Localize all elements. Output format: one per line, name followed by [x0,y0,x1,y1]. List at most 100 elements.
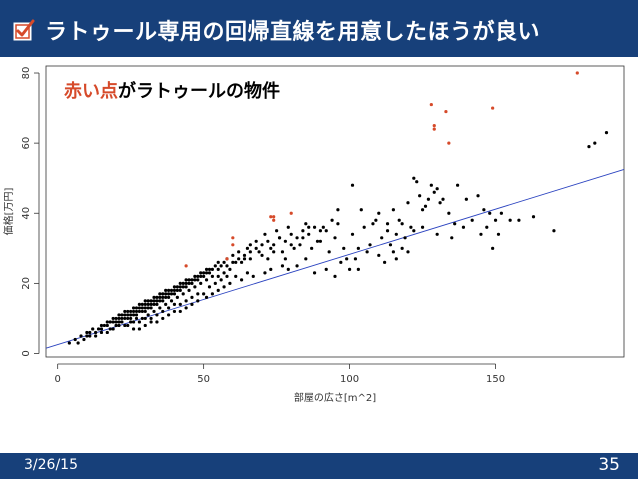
data-point [587,145,591,149]
checkbox-checked-icon [13,19,35,41]
data-point [88,330,92,335]
data-point [432,127,436,131]
data-point [476,194,480,198]
data-point [394,257,398,261]
data-point [202,271,206,275]
data-point [169,288,174,292]
data-point [111,327,115,331]
data-point [231,260,235,264]
slide-header: ラトゥール専用の回帰直線を用意したほうが良い [0,0,638,57]
data-point [167,306,171,310]
data-point [420,208,425,212]
data-point [94,334,98,338]
data-point [155,313,159,317]
data-point [280,250,285,254]
data-point [126,323,130,328]
data-points [67,71,609,345]
data-point [102,323,106,328]
data-point [272,218,276,222]
data-point [429,183,433,187]
annotation-black-part: がラトゥールの物件 [118,80,280,101]
data-point [94,330,98,335]
data-point [228,267,232,271]
data-point [225,264,229,268]
data-point [146,299,150,303]
data-point [146,302,150,307]
data-point [178,302,182,307]
data-point [149,299,153,303]
data-point [237,257,241,261]
data-point [137,302,142,307]
slide-title: ラトゥール専用の回帰直線を用意したほうが良い [45,20,541,45]
data-point [99,327,104,331]
data-point [248,257,252,261]
data-point [394,232,398,236]
data-point [295,264,299,268]
data-point [216,260,220,264]
data-point [324,267,328,271]
annotation-red-part: 赤い点 [64,80,118,101]
data-point [213,281,217,285]
data-point [134,309,139,314]
data-point [184,306,188,310]
data-point [134,316,139,321]
data-point [210,292,214,296]
data-point [441,197,445,201]
data-point [219,278,223,282]
data-point [456,183,460,187]
data-point [117,323,121,328]
data-point [374,218,378,222]
data-point [76,341,80,345]
data-point [371,222,375,226]
data-point [406,250,410,254]
y-axis-label: 価格[万円] [2,188,15,236]
data-point [184,299,188,303]
data-point [304,257,308,261]
data-point [307,232,311,236]
data-point [196,292,200,296]
data-point [143,309,147,314]
data-point [432,124,436,128]
data-point [228,281,232,285]
data-point [242,253,247,257]
data-point [161,299,165,303]
data-point [412,176,416,180]
y-tick-label-0: 0 [21,350,32,356]
data-point [222,285,226,289]
data-point [114,316,118,321]
data-point [415,180,419,184]
data-point [207,271,212,275]
data-point [418,194,422,198]
data-point [178,288,182,292]
data-point [450,236,454,240]
data-point [245,271,250,275]
data-point [491,106,495,110]
data-point [444,109,448,114]
data-point [266,257,270,261]
data-point [202,292,206,296]
data-point [140,302,144,307]
data-point [181,285,185,289]
data-point [193,274,197,278]
data-point [161,292,165,296]
data-point [318,239,323,243]
data-point [131,309,136,314]
data-point [137,320,142,324]
data-point [464,197,468,201]
data-point [283,257,287,261]
data-point [164,292,168,296]
data-point [496,232,501,236]
data-point [187,288,191,292]
data-point [161,316,165,321]
data-point [169,292,174,296]
data-point [266,239,270,243]
data-point [178,285,182,289]
data-point [575,71,579,75]
data-point [193,278,197,282]
data-point [272,243,276,247]
data-point [134,306,139,310]
data-point [333,274,337,278]
data-point [169,299,174,303]
data-point [190,278,194,282]
data-point [508,218,512,222]
